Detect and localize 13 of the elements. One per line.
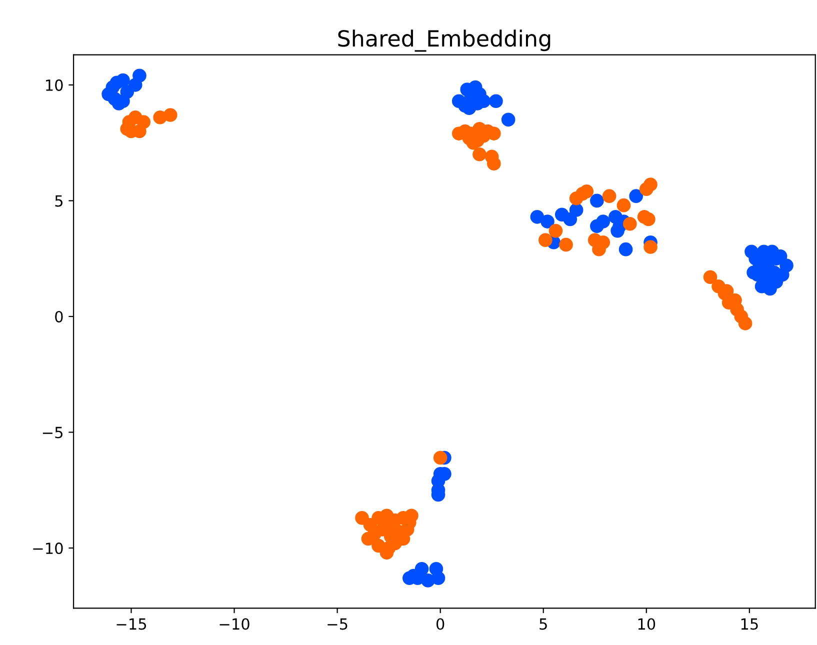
x-tick-label: 10 <box>638 618 656 630</box>
x-tick-label: 15 <box>741 618 758 630</box>
x-tick-label: −10 <box>220 618 250 630</box>
y-tick-label: 0 <box>55 310 63 322</box>
y-tick-label: −10 <box>33 542 63 554</box>
y-tick-label: 10 <box>46 79 63 91</box>
x-tick-label: −15 <box>116 618 146 630</box>
chart-title: Shared_Embedding <box>338 30 550 52</box>
x-tick-label: 0 <box>436 618 444 630</box>
y-tick-label: 5 <box>55 195 62 207</box>
y-tick-label: −5 <box>42 426 62 438</box>
x-tick-label: 5 <box>540 618 547 630</box>
x-tick-label: −5 <box>328 618 348 630</box>
